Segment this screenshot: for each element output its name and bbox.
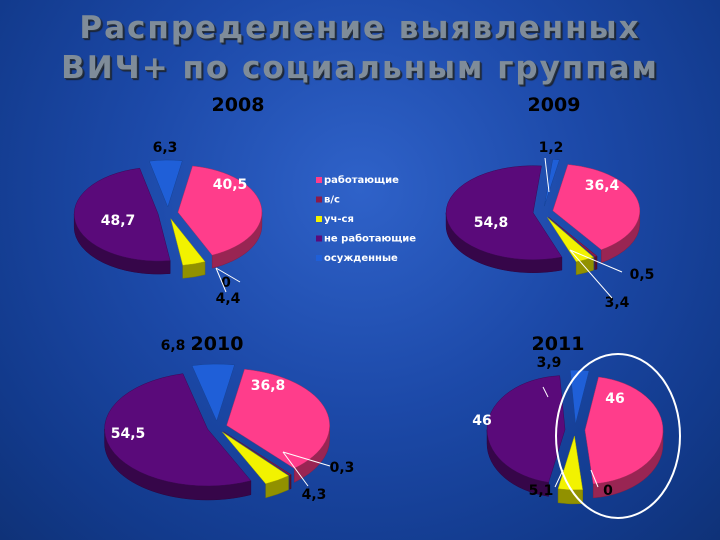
data-label: 6,3: [153, 140, 178, 156]
pie-slice-работающие: [226, 368, 330, 469]
data-label: 36,8: [251, 378, 286, 394]
data-label: 0: [603, 483, 613, 499]
legend-label: не работающие: [324, 233, 416, 245]
chart-title: 2011: [532, 333, 585, 355]
pie-slice-уч-ся: [557, 435, 583, 491]
data-label: 6,8: [161, 338, 186, 354]
data-label: 0,3: [330, 460, 355, 476]
legend-swatch: [316, 196, 322, 203]
leader-line: [542, 386, 549, 398]
data-label: 4,4: [216, 291, 241, 307]
pie-slice-работающие: [584, 376, 664, 485]
pie-slice-работающие: [552, 164, 641, 251]
pie-slice-side: [594, 255, 598, 271]
pie-slice-уч-ся: [222, 431, 290, 485]
pie-chart-2009: 2009 36,4 0,53,4 54,8 1,2: [445, 94, 655, 311]
pie-chart-2008: 2008 40,5 04,4 48,7 6,3: [73, 94, 265, 307]
pie-slice-осужденные: [569, 369, 590, 425]
slide-title-line-2: ВИЧ+ по социальным группам: [61, 50, 659, 86]
pie-chart-2010: 2010 36,8 0,34,3 54,5 6,8: [104, 333, 355, 503]
chart-title: 2008: [212, 94, 265, 116]
data-label: 48,7: [101, 213, 136, 229]
legend-label: осужденные: [324, 253, 398, 264]
pie-slice-осужденные: [191, 363, 235, 422]
data-label: 54,5: [111, 426, 146, 442]
pie-slice-осужденные: [148, 159, 183, 208]
data-label: 46: [472, 413, 491, 429]
leader-line: [215, 267, 227, 293]
data-label: 3,4: [605, 295, 630, 311]
legend-label: уч-ся: [324, 214, 354, 225]
pie-slice-не работающие: [104, 373, 252, 487]
data-label: 54,8: [474, 215, 509, 231]
data-label: 36,4: [585, 178, 620, 194]
data-label: 0: [221, 275, 231, 291]
chart-title: 2010: [191, 333, 244, 355]
leader-line: [544, 157, 550, 193]
pie-slice-не работающие: [445, 165, 563, 260]
data-label: 4,3: [302, 487, 327, 503]
data-label: 1,2: [539, 140, 564, 156]
leader-line: [569, 249, 623, 273]
data-label: 3,9: [537, 355, 562, 371]
pie-slice-не работающие: [486, 375, 566, 483]
pie-slice-в/с: [223, 431, 292, 476]
leader-line: [215, 267, 241, 283]
pie-slice-не работающие: [73, 167, 171, 262]
pie-slice-работающие: [177, 165, 263, 256]
legend-label: работающие: [324, 174, 399, 186]
legend-label: в/с: [324, 195, 340, 206]
leader-line: [569, 249, 613, 299]
pie-slice-уч-ся: [547, 217, 595, 263]
pie-slice-side: [289, 474, 292, 490]
pie-chart-2011: 2011 46 0 5,1 46 3,9: [472, 333, 664, 505]
chart-title: 2009: [528, 94, 581, 116]
pie-slice-в/с: [548, 216, 598, 258]
pie-slice-осужденные: [544, 159, 560, 207]
legend: работающие в/с уч-ся не работающие осужденны…: [316, 174, 416, 264]
slide-title-line-1: Распределение выявленных: [79, 10, 641, 46]
data-label: 40,5: [213, 177, 248, 193]
legend-swatch: [316, 216, 322, 222]
data-label: 0,5: [630, 267, 655, 283]
legend-swatch: [316, 235, 322, 242]
leader-line: [590, 469, 599, 488]
leader-line: [282, 451, 309, 487]
leader-line: [282, 451, 331, 467]
data-label: 5,1: [529, 483, 554, 499]
data-label: 46: [605, 391, 624, 407]
legend-swatch: [316, 255, 322, 261]
pie-slice-уч-ся: [170, 218, 206, 266]
legend-swatch: [316, 177, 322, 183]
pie-slice-side: [557, 488, 583, 505]
highlight-oval: [555, 353, 681, 519]
